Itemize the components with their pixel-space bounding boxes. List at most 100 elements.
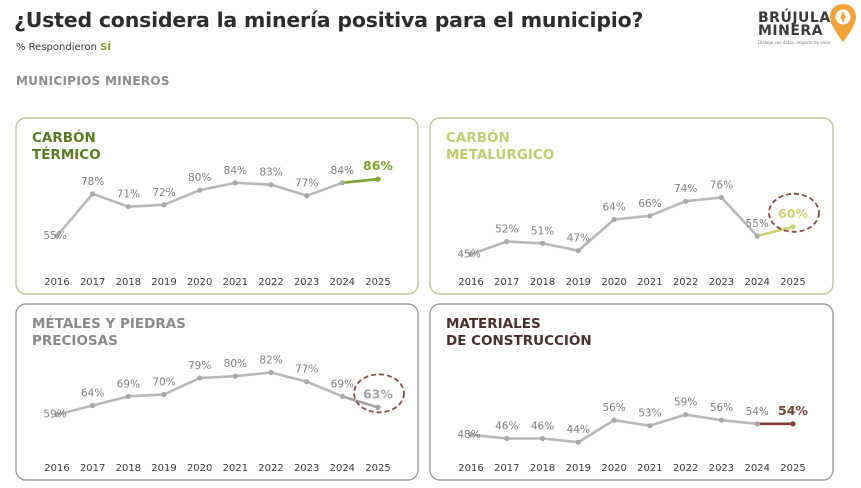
x-tick-label: 2019 [151,277,176,288]
data-label: 53% [638,408,661,420]
data-label: 45% [457,248,480,260]
data-label: 80% [224,358,247,370]
chart-title-line: DE CONSTRUCCIÓN [446,331,592,349]
section-heading: MUNICIPIOS MINEROS [16,74,170,88]
data-label: 72% [152,187,175,199]
data-label: 56% [602,402,625,414]
chart-title-line: CARBÓN [446,128,510,146]
data-label: 84% [331,165,354,177]
x-tick-label: 2023 [294,463,319,474]
data-point [468,432,474,438]
x-tick-label: 2017 [80,277,105,288]
x-tick-label: 2018 [530,277,555,288]
data-point [304,193,310,199]
x-tick-label: 2017 [80,463,105,474]
data-point [575,439,581,445]
data-label: 46% [495,421,518,433]
x-tick-label: 2018 [116,277,141,288]
data-label: 64% [602,202,625,214]
x-tick-label: 2021 [637,277,662,288]
x-tick-label: 2019 [151,463,176,474]
data-point [754,233,760,239]
chart-panel-border [15,117,419,295]
x-tick-label: 2023 [709,463,734,474]
data-point [304,379,310,385]
data-point [197,375,203,381]
data-label: 64% [81,388,104,400]
data-point [54,233,60,239]
subtitle: % Respondieron SÍ [16,42,111,53]
x-tick-label: 2018 [530,463,555,474]
data-label: 69% [331,378,354,390]
x-tick-label: 2021 [223,277,248,288]
data-point [339,393,345,399]
x-tick-label: 2022 [258,463,283,474]
x-tick-label: 2023 [294,277,319,288]
x-tick-label: 2017 [494,463,519,474]
data-label: 71% [117,189,140,201]
x-tick-label: 2024 [330,277,355,288]
data-point [539,435,546,442]
data-point [683,412,689,418]
data-label: 77% [295,178,318,190]
data-label: 60% [778,206,808,221]
data-point [375,176,381,182]
logo-word-1: BRÚJULA [758,10,831,26]
data-label: 51% [531,225,554,237]
data-label: 55% [43,230,66,242]
x-tick-label: 2025 [365,277,390,288]
data-label: 52% [495,224,518,236]
x-tick-label: 2024 [744,277,769,288]
compass-pin-icon [830,4,856,42]
data-label: 76% [710,180,733,192]
chart-title-line: CARBÓN [32,128,96,146]
x-tick-label: 2024 [744,463,769,474]
series-line-latest [341,395,380,409]
data-label: 54% [746,406,769,418]
data-label: 47% [567,233,590,245]
data-point [125,393,131,399]
chart-panel-border [15,303,419,481]
data-point [647,423,653,429]
chart-title-line: METALÚRGICO [446,145,554,163]
x-tick-label: 2016 [458,463,483,474]
x-tick-label: 2022 [258,277,283,288]
data-label: 80% [188,172,211,184]
data-label: 83% [259,167,282,179]
page-title: ¿Usted considera la minería positiva par… [14,8,644,32]
x-tick-label: 2017 [494,277,519,288]
data-point [718,194,725,201]
data-point [268,369,274,376]
brand-logo: BRÚJULA MINERA Diálogo con datos, impact… [754,2,858,48]
x-tick-label: 2019 [566,463,591,474]
data-point [232,373,238,379]
data-point [54,412,60,418]
data-point [611,216,617,223]
x-tick-label: 2021 [223,463,248,474]
data-point [718,417,725,423]
data-point [504,435,510,442]
data-label: 74% [674,183,697,195]
x-tick-label: 2025 [780,277,805,288]
data-point [683,198,689,204]
data-point [268,182,274,188]
data-point [90,191,96,197]
data-point [197,187,203,193]
x-tick-label: 2025 [365,463,390,474]
data-label: 56% [710,402,733,414]
subtitle-highlight: SÍ [100,42,112,53]
chart-panel-border [429,303,834,481]
highlight-circle [353,373,405,414]
x-tick-label: 2020 [187,277,212,288]
data-point [754,421,760,427]
data-label: 82% [259,355,282,367]
data-label: 55% [746,218,769,230]
subtitle-prefix: % Respondieron [16,42,97,53]
chart-title-line: TÉRMICO [32,146,101,163]
data-label: 59% [43,409,66,421]
data-label: 79% [188,360,211,372]
data-point [575,248,581,254]
